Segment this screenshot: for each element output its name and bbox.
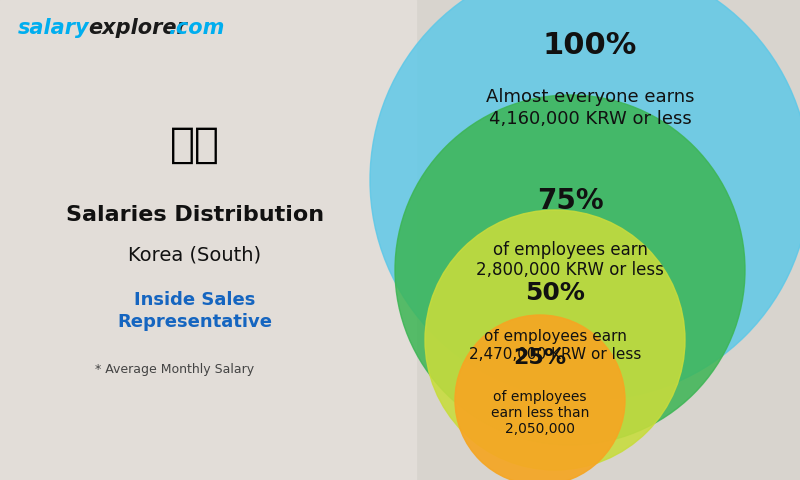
- Circle shape: [395, 95, 745, 445]
- Text: 4,160,000 KRW or less: 4,160,000 KRW or less: [489, 110, 691, 128]
- Text: 75%: 75%: [537, 187, 603, 215]
- Circle shape: [455, 315, 625, 480]
- Text: * Average Monthly Salary: * Average Monthly Salary: [95, 363, 254, 376]
- Text: Salaries Distribution: Salaries Distribution: [66, 205, 324, 225]
- Text: .com: .com: [168, 18, 224, 38]
- Text: Inside Sales: Inside Sales: [134, 291, 256, 309]
- Text: earn less than: earn less than: [491, 406, 589, 420]
- Text: Korea (South): Korea (South): [129, 245, 262, 264]
- Text: 100%: 100%: [543, 31, 637, 60]
- Text: 2,050,000: 2,050,000: [505, 422, 575, 436]
- Text: Representative: Representative: [118, 313, 273, 331]
- Text: explorer: explorer: [88, 18, 186, 38]
- Text: salary: salary: [18, 18, 90, 38]
- Text: Almost everyone earns: Almost everyone earns: [486, 88, 694, 106]
- Text: 50%: 50%: [525, 281, 585, 305]
- Text: 2,800,000 KRW or less: 2,800,000 KRW or less: [476, 261, 664, 279]
- Bar: [0, 0, 416, 480]
- Circle shape: [425, 210, 685, 470]
- Text: of employees: of employees: [494, 390, 586, 404]
- Text: of employees earn: of employees earn: [483, 329, 626, 344]
- Text: 25%: 25%: [514, 348, 566, 368]
- Text: 2,470,000 KRW or less: 2,470,000 KRW or less: [469, 347, 641, 362]
- Circle shape: [370, 0, 800, 400]
- Text: 🇰🇷: 🇰🇷: [170, 124, 220, 166]
- Text: of employees earn: of employees earn: [493, 241, 647, 259]
